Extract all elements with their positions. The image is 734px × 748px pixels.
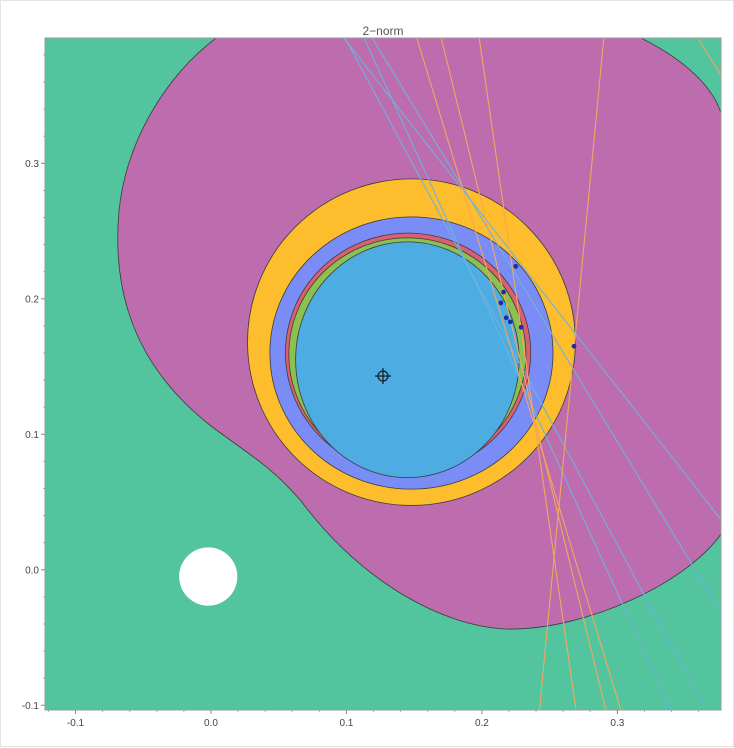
data-point [513, 263, 519, 269]
blue-line [371, 38, 721, 613]
y-tick-label: 0.0 [25, 565, 39, 576]
orange-line [697, 38, 721, 76]
blue-line [343, 38, 721, 520]
data-point [518, 324, 524, 330]
tangent-lines [343, 38, 721, 710]
x-tick-label: 0.3 [610, 718, 624, 729]
chart-title: 2−norm [362, 24, 403, 38]
x-tick-label: 0.1 [339, 718, 353, 729]
data-point [501, 289, 506, 295]
data-point [571, 343, 577, 349]
x-tick-label: 0.2 [475, 718, 489, 729]
x-tick-label: 0.0 [204, 718, 218, 729]
orange-line [478, 38, 577, 710]
boundary-points [498, 263, 577, 349]
data-point [503, 315, 509, 321]
x-axis: -0.1 0.0 0.1 0.2 0.3 [47, 710, 700, 729]
data-point [507, 319, 513, 325]
y-tick-label: 0.1 [25, 430, 39, 441]
blue-line [344, 38, 707, 710]
hole-region [179, 547, 238, 606]
x-tick-label: -0.1 [67, 718, 85, 729]
orange-line [538, 38, 605, 710]
inner-region [295, 241, 520, 479]
orange-line [416, 38, 622, 710]
plot-area [45, 38, 721, 710]
y-axis: -0.1 0.0 0.1 0.2 0.3 [22, 54, 45, 712]
y-tick-label: 0.2 [25, 294, 39, 305]
concentric-circles [247, 178, 576, 506]
blue-line [363, 38, 672, 710]
data-point [498, 300, 504, 306]
plot-border [44, 37, 722, 711]
y-tick-label: 0.3 [25, 159, 39, 170]
orange-line [440, 38, 607, 710]
center-marker [375, 368, 391, 385]
y-tick-label: -0.1 [22, 701, 40, 712]
